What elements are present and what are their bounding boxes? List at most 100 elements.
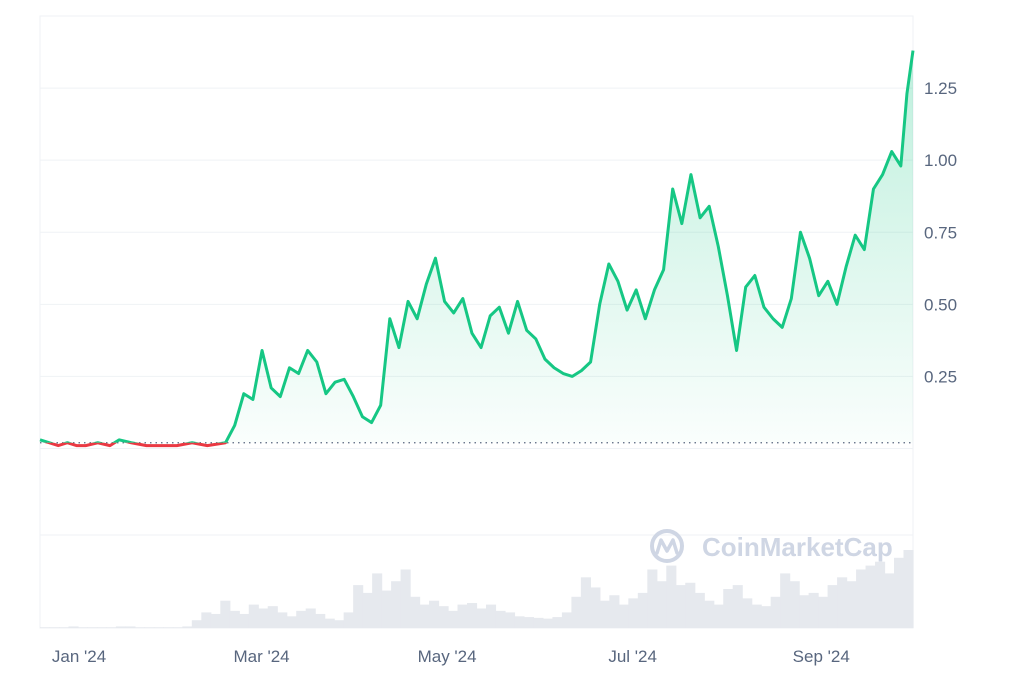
price-line-up <box>39 50 915 443</box>
volume-bar <box>87 627 98 628</box>
volume-bar <box>163 627 174 628</box>
volume-bar <box>220 600 231 628</box>
volume-bar <box>68 626 79 628</box>
volume-bar <box>438 606 449 628</box>
volume-bar <box>419 604 430 628</box>
volume-bar <box>542 618 554 628</box>
volume-bar <box>362 592 373 628</box>
volume-bar <box>77 627 89 628</box>
volume-bar <box>723 589 734 628</box>
volume-bar <box>818 596 829 628</box>
volume-bar <box>182 626 193 628</box>
volume-bar <box>580 577 591 628</box>
x-tick-label: Jul '24 <box>608 647 657 666</box>
volume-bar <box>353 585 364 628</box>
coinmarketcap-logo-icon <box>650 529 684 563</box>
volume-bar <box>637 592 648 628</box>
volume-bar <box>201 612 212 628</box>
volume-bar <box>210 613 221 628</box>
volume-bar <box>647 569 658 628</box>
volume-bar <box>713 604 724 628</box>
volume-bar <box>40 627 51 628</box>
volume-bar <box>732 585 743 628</box>
volume-bar <box>248 604 259 628</box>
volume-bar <box>599 600 610 628</box>
volume-bar <box>761 606 772 628</box>
volume-bar <box>467 603 478 628</box>
volume-bar <box>751 604 762 628</box>
volume-bar <box>115 626 127 628</box>
volume-bar <box>789 581 800 628</box>
volume-bar <box>894 557 905 628</box>
y-tick-label: 1.00 <box>924 151 957 170</box>
volume-bar <box>96 627 108 628</box>
volume-bar <box>286 616 297 628</box>
x-tick-label: Jan '24 <box>52 647 106 666</box>
volume-bar <box>675 585 686 628</box>
volume-bar <box>305 608 316 628</box>
volume-bar <box>144 627 155 628</box>
volume-bar <box>656 581 667 628</box>
volume-bar <box>704 600 715 628</box>
volume-bar <box>191 620 202 628</box>
volume-bar <box>239 613 250 628</box>
x-tick-label: May '24 <box>418 647 477 666</box>
y-tick-label: 0.75 <box>924 223 957 242</box>
volume-bar <box>410 596 421 628</box>
y-tick-label: 0.50 <box>924 295 957 314</box>
volume-bar <box>372 573 383 628</box>
volume-bar <box>628 598 639 628</box>
volume-bar <box>457 604 468 628</box>
volume-bar <box>742 598 753 628</box>
volume-bar <box>476 608 487 628</box>
volume-bar <box>666 565 677 628</box>
volume-bars <box>40 550 914 628</box>
volume-bar <box>267 606 278 628</box>
volume-bar <box>875 561 886 628</box>
volume-bar <box>324 618 335 628</box>
volume-bar <box>856 569 867 628</box>
volume-bar <box>609 595 620 628</box>
volume-bar <box>229 610 240 628</box>
volume-bar <box>618 604 629 628</box>
volume-bar <box>694 592 705 628</box>
volume-bar <box>153 627 164 628</box>
volume-bar <box>571 596 582 628</box>
volume-bar <box>391 581 402 628</box>
volume-bar <box>533 617 544 628</box>
volume-bar <box>770 596 781 628</box>
volume-bar <box>799 595 810 628</box>
watermark: CoinMarketCap <box>650 529 893 563</box>
volume-bar <box>400 569 411 628</box>
volume-bar <box>514 616 525 628</box>
watermark-text: CoinMarketCap <box>702 532 893 562</box>
volume-bar <box>448 610 459 628</box>
volume-bar <box>296 610 307 628</box>
volume-bar <box>58 627 70 628</box>
volume-bar <box>495 610 506 628</box>
volume-bar <box>172 627 183 628</box>
volume-bar <box>381 590 392 628</box>
volume-bar <box>590 587 601 628</box>
volume-bar <box>827 585 838 628</box>
volume-bar <box>903 550 914 628</box>
x-axis: Jan '24 Mar '24 May '24 Jul '24 Sep '24 <box>52 647 850 666</box>
volume-bar <box>277 612 288 628</box>
volume-bar <box>315 613 326 628</box>
y-axis: 0.25 0.50 0.75 1.00 1.25 <box>924 79 957 386</box>
volume-bar <box>884 573 895 628</box>
volume-bar <box>125 626 136 628</box>
volume-bar <box>523 617 535 628</box>
volume-bar <box>846 581 857 628</box>
volume-bar <box>49 627 60 628</box>
volume-bar <box>343 612 354 628</box>
volume-bar <box>485 604 497 628</box>
volume-bar <box>429 600 440 628</box>
volume-bar <box>504 612 516 628</box>
volume-bar <box>561 612 572 628</box>
x-tick-label: Mar '24 <box>233 647 289 666</box>
volume-bar <box>808 592 819 628</box>
volume-bar <box>780 573 791 628</box>
volume-bar <box>685 582 696 628</box>
